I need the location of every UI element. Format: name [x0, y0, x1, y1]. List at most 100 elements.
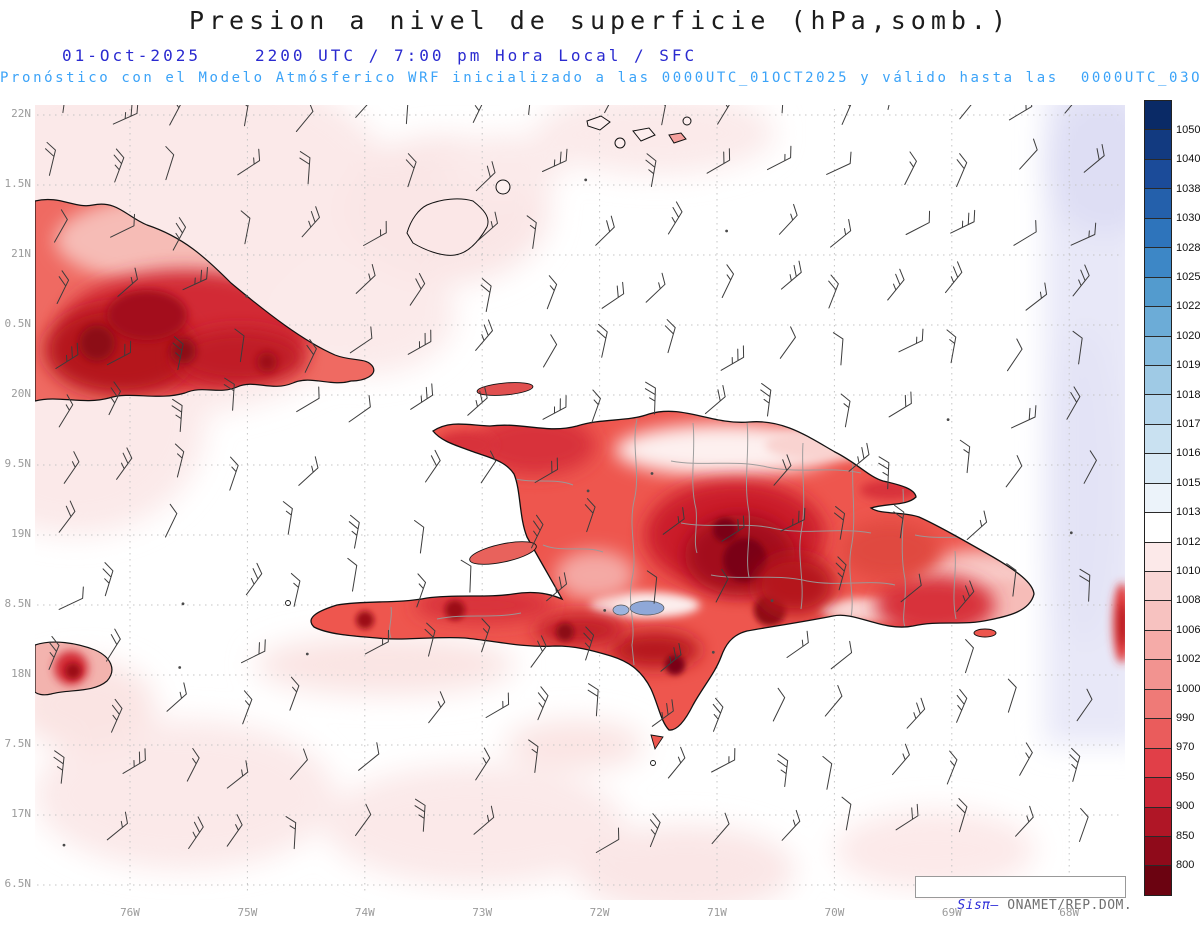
- wind-barb: [835, 556, 847, 591]
- lat-tick-label: 20N: [11, 387, 31, 400]
- wind-barb: [584, 498, 596, 533]
- wind-barb: [959, 439, 971, 474]
- lon-tick-label: 71W: [707, 906, 727, 919]
- wind-barb: [779, 326, 796, 359]
- wind-barb: [477, 211, 499, 241]
- wind-barb: [587, 683, 599, 717]
- colorbar-cell: [1145, 276, 1171, 307]
- wind-barb: [1076, 688, 1093, 722]
- wind-barb: [715, 568, 729, 603]
- colorbar-cell: [1145, 453, 1171, 483]
- wind-barbs-layer: [45, 105, 1105, 853]
- wind-barb: [239, 105, 250, 127]
- wind-barb: [174, 443, 185, 478]
- wind-barb: [711, 812, 730, 845]
- wind-barb: [542, 148, 568, 172]
- colorbar-tick-label: 1040: [1176, 153, 1200, 166]
- wind-barb: [241, 639, 266, 664]
- wind-barb: [832, 332, 844, 366]
- offshore-islands: [285, 382, 997, 766]
- wind-barb: [106, 811, 128, 841]
- lon-tick-label: 74W: [354, 906, 375, 919]
- wind-barb: [711, 748, 736, 773]
- wind-barb: [289, 676, 300, 711]
- wind-barb: [893, 504, 905, 539]
- colorbar-tick-label: 1010: [1176, 565, 1200, 578]
- colorbar-cell: [1145, 335, 1171, 365]
- colorbar-tick-label: 1000: [1176, 682, 1200, 695]
- wind-barb: [410, 383, 434, 410]
- wind-barb: [1008, 105, 1033, 121]
- wind-barb: [299, 151, 311, 185]
- wind-barb: [546, 572, 568, 602]
- wind-barb: [667, 746, 686, 779]
- wind-barb: [777, 753, 789, 787]
- lon-tick-label: 69W: [941, 906, 962, 919]
- wind-barb: [358, 742, 380, 771]
- wind-barb: [528, 739, 539, 773]
- colorbar-cell: [1145, 659, 1171, 689]
- wind-barb: [1083, 143, 1105, 173]
- wind-barb: [290, 572, 301, 607]
- wind-barb: [1066, 386, 1081, 420]
- lakes: [612, 600, 665, 616]
- wind-barb: [595, 215, 615, 246]
- wind-barb: [301, 206, 320, 238]
- colorbar-tick-label: 1028: [1176, 241, 1200, 254]
- wind-barb: [778, 203, 798, 235]
- wind-barb: [786, 630, 809, 658]
- wind-barb: [106, 628, 121, 662]
- colorbar-cell: [1145, 629, 1171, 660]
- wind-barb: [644, 381, 656, 415]
- wind-barb: [1007, 678, 1017, 713]
- weather-map: [35, 105, 1125, 900]
- wind-barb: [645, 153, 657, 187]
- wind-barb: [946, 329, 957, 364]
- wind-barb: [649, 813, 661, 848]
- colorbar-cell: [1145, 688, 1171, 719]
- lat-tick-label: 6.5N: [4, 877, 32, 890]
- wind-barb: [1013, 219, 1037, 246]
- colorbar-cell: [1145, 718, 1171, 748]
- colorbar-cell: [1145, 747, 1171, 778]
- colorbar-tick-label: 850: [1176, 829, 1195, 842]
- colorbar-cell: [1145, 394, 1171, 424]
- wind-barb: [646, 570, 658, 604]
- colorbar-tick-label: 900: [1176, 800, 1195, 813]
- wind-barb: [878, 456, 890, 490]
- colorbar-tick-label: 1002: [1176, 653, 1200, 666]
- wind-barb: [242, 690, 253, 725]
- model-info-line: Pronóstico con el Modelo Atmósferico WRF…: [0, 70, 1200, 86]
- wind-barb: [229, 456, 239, 491]
- wind-barb: [1015, 805, 1034, 837]
- wind-barb: [108, 381, 121, 416]
- wind-barb: [45, 141, 56, 176]
- wind-barb: [414, 519, 425, 554]
- lon-tick-label: 70W: [824, 906, 845, 919]
- wind-barb: [473, 805, 495, 835]
- lat-tick-label: 8.5N: [4, 597, 32, 610]
- colorbar: [1144, 100, 1172, 896]
- colorbar-tick-label: 1018: [1176, 388, 1200, 401]
- wind-barb: [475, 319, 493, 351]
- wind-barb: [428, 691, 446, 724]
- wind-barb: [887, 268, 905, 301]
- wind-barb: [717, 105, 732, 125]
- lon-tick-label: 75W: [237, 906, 258, 919]
- alto-velo-island: [650, 760, 656, 766]
- wind-barb: [480, 450, 497, 484]
- wind-barb: [706, 148, 731, 174]
- wind-barb: [651, 699, 674, 727]
- wind-barb: [826, 151, 852, 175]
- colorbar-cell: [1145, 188, 1171, 218]
- wind-barb: [822, 755, 833, 790]
- wind-barb: [657, 105, 668, 126]
- wind-barb: [966, 510, 988, 540]
- lat-tick-label: 17N: [11, 807, 31, 820]
- wind-barb: [965, 639, 974, 674]
- wind-barb: [1083, 450, 1097, 484]
- wind-barb: [298, 456, 319, 486]
- colorbar-tick-label: 1012: [1176, 535, 1200, 548]
- wind-barb: [1079, 568, 1091, 602]
- wind-barb: [773, 454, 792, 486]
